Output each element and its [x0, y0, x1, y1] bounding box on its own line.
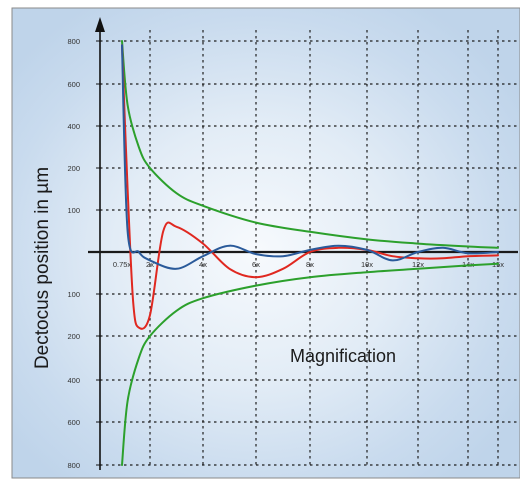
plot-background	[11, 7, 520, 479]
y-tick-label: 800	[67, 461, 80, 470]
y-tick-label: 200	[67, 332, 80, 341]
y-tick-label: 400	[67, 376, 80, 385]
series-line-1	[121, 40, 499, 249]
x-tick-label: 0.75x	[113, 260, 132, 269]
y-tick-label: 100	[67, 290, 80, 299]
y-tick-label: 600	[67, 80, 80, 89]
x-tick-label: 12x	[412, 260, 424, 269]
x-tick-label: 4x	[199, 260, 207, 269]
series-line-3	[121, 44, 499, 330]
y-tick-label: 600	[67, 418, 80, 427]
y-tick-label: 800	[67, 37, 80, 46]
x-tick-label: 8x	[306, 260, 314, 269]
y-tick-label: 400	[67, 122, 80, 131]
x-axis-label: Magnification	[290, 346, 396, 366]
x-tick-label: 6x	[252, 260, 260, 269]
x-tick-label: 10x	[361, 260, 373, 269]
y-axis-label: Dectocus position in µm	[32, 167, 53, 369]
x-tick-label: 2x	[146, 260, 154, 269]
series-line-2	[121, 262, 499, 466]
y-tick-label: 200	[67, 164, 80, 173]
series-layer	[121, 40, 499, 466]
series-line-4	[121, 44, 499, 270]
label-layer: Dectocus position in µm Magnification	[32, 167, 396, 369]
y-tick-label: 100	[67, 206, 80, 215]
y-axis-arrow	[95, 17, 105, 32]
